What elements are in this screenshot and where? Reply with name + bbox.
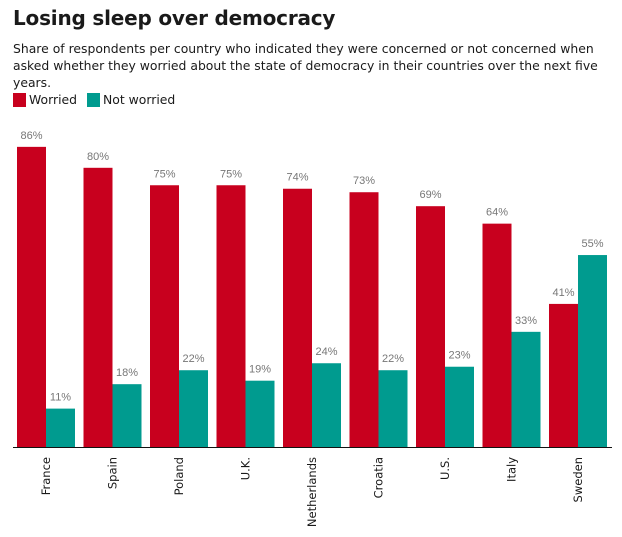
data-label-worried: 41% (552, 287, 574, 299)
x-tick-label: Spain (106, 457, 120, 489)
data-label-not-worried: 11% (50, 392, 71, 404)
bar-not-worried (312, 363, 341, 447)
legend-label-worried: Worried (29, 92, 78, 107)
bar-worried (349, 192, 379, 447)
legend-item-not-worried: Not worried (87, 92, 175, 107)
data-label-worried: 73% (353, 175, 375, 187)
data-label-worried: 75% (220, 168, 242, 180)
x-tick-label: U.S. (438, 457, 452, 480)
data-label-not-worried: 24% (315, 346, 337, 358)
bar-not-worried (378, 370, 408, 447)
legend-swatch-not-worried (87, 92, 101, 107)
bar-worried (83, 167, 113, 448)
x-tick-label: U.K. (239, 457, 253, 480)
x-tick-label: France (39, 457, 53, 495)
legend: Worried Not worried (13, 92, 185, 107)
x-tick-label: Sweden (571, 457, 585, 502)
bar-not-worried (445, 366, 474, 447)
legend-label-not-worried: Not worried (103, 92, 176, 107)
data-label-worried: 69% (419, 189, 441, 201)
bar-worried (283, 188, 312, 448)
x-tick-label: Italy (505, 457, 519, 482)
data-label-worried: 80% (87, 151, 109, 163)
bar-worried (549, 303, 578, 447)
data-label-not-worried: 19% (249, 364, 271, 376)
data-label-not-worried: 22% (182, 353, 204, 365)
legend-swatch-worried (13, 92, 26, 107)
data-label-not-worried: 33% (515, 315, 537, 327)
bar-not-worried (112, 384, 142, 447)
data-label-worried: 86% (20, 130, 42, 142)
data-label-worried: 64% (486, 207, 508, 219)
data-label-not-worried: 23% (448, 350, 470, 362)
data-label-not-worried: 55% (581, 238, 603, 250)
bar-worried (416, 206, 445, 447)
bar-worried (150, 185, 179, 447)
data-label-worried: 74% (286, 172, 308, 184)
bar-not-worried (245, 380, 275, 447)
data-label-not-worried: 18% (116, 367, 138, 379)
chart-subtitle: Share of respondents per country who ind… (13, 41, 598, 90)
bar-not-worried (179, 370, 208, 447)
chart-title: Losing sleep over democracy (13, 6, 336, 30)
data-label-worried: 75% (153, 168, 175, 180)
data-label-not-worried: 22% (382, 353, 404, 365)
bar-worried (17, 146, 46, 448)
bar-not-worried (511, 331, 541, 447)
legend-item-worried: Worried (13, 92, 77, 107)
x-tick-label: Poland (172, 457, 186, 495)
bar-not-worried (46, 408, 75, 447)
x-tick-label: Netherlands (305, 457, 319, 527)
bar-worried (482, 223, 512, 447)
bar-worried (216, 185, 246, 447)
bar-not-worried (578, 255, 607, 447)
x-tick-label: Croatia (372, 457, 386, 498)
